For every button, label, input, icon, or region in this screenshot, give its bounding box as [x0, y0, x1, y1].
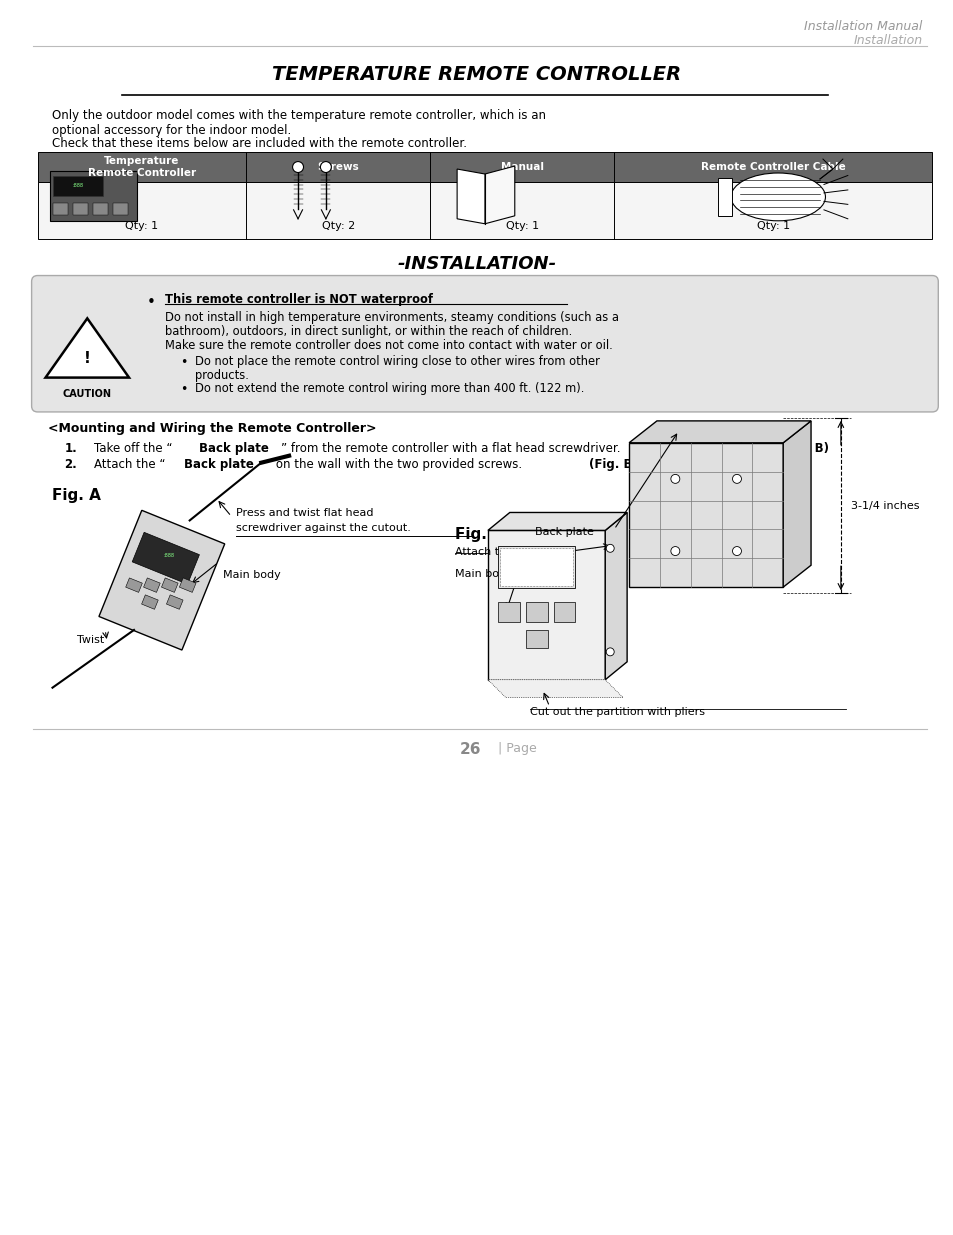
Text: •: •: [179, 356, 187, 369]
Text: Take off the “: Take off the “: [94, 442, 172, 454]
Text: 3-1/4 inches: 3-1/4 inches: [850, 500, 919, 510]
Text: Manual: Manual: [500, 162, 543, 172]
Text: CAUTION: CAUTION: [63, 389, 112, 399]
Text: bathroom), outdoors, in direct sunlight, or within the reach of children.: bathroom), outdoors, in direct sunlight,…: [165, 325, 572, 338]
Text: Back plate: Back plate: [534, 527, 593, 537]
Text: Twist: Twist: [77, 635, 105, 645]
Polygon shape: [628, 421, 810, 443]
Text: -INSTALLATION-: -INSTALLATION-: [397, 254, 556, 273]
Polygon shape: [166, 595, 183, 609]
Text: Back plate: Back plate: [184, 458, 253, 471]
Text: Press and twist flat head: Press and twist flat head: [236, 509, 374, 519]
FancyBboxPatch shape: [113, 203, 128, 215]
Text: Do not place the remote control wiring close to other wires from other: Do not place the remote control wiring c…: [194, 356, 598, 368]
Text: Screws: Screws: [317, 162, 359, 172]
FancyBboxPatch shape: [497, 603, 519, 622]
Text: screwdriver against the cutout.: screwdriver against the cutout.: [236, 524, 411, 534]
Text: Qty: 1: Qty: 1: [505, 221, 538, 231]
Polygon shape: [487, 530, 604, 679]
Circle shape: [732, 474, 740, 483]
FancyBboxPatch shape: [93, 203, 108, 215]
Polygon shape: [487, 513, 626, 530]
Text: !: !: [84, 351, 91, 366]
Text: Cut out the partition with pliers: Cut out the partition with pliers: [529, 706, 704, 716]
Text: 26: 26: [459, 742, 481, 757]
Text: Qty: 1: Qty: 1: [125, 221, 158, 231]
FancyBboxPatch shape: [525, 630, 547, 648]
Text: | Page: | Page: [497, 742, 537, 756]
Polygon shape: [144, 578, 160, 593]
Polygon shape: [179, 578, 195, 593]
Text: <Mounting and Wiring the Remote Controller>: <Mounting and Wiring the Remote Controll…: [48, 422, 375, 435]
Text: Remote Controller Cable: Remote Controller Cable: [700, 162, 844, 172]
Text: •: •: [179, 383, 187, 396]
Circle shape: [605, 545, 614, 552]
Text: Main body: Main body: [455, 569, 513, 579]
Text: Temperature
Remote Controller: Temperature Remote Controller: [88, 157, 195, 178]
Text: :888: :888: [72, 184, 84, 189]
Polygon shape: [132, 532, 199, 584]
FancyBboxPatch shape: [53, 177, 103, 196]
FancyBboxPatch shape: [525, 603, 547, 622]
Text: Main body: Main body: [223, 571, 281, 580]
Text: Do not extend the remote control wiring more than 400 ft. (122 m).: Do not extend the remote control wiring …: [194, 382, 583, 395]
Text: Attach the screws: Attach the screws: [455, 547, 555, 557]
Circle shape: [605, 648, 614, 656]
Text: products.: products.: [194, 369, 249, 382]
Text: Qty: 1: Qty: 1: [756, 221, 789, 231]
FancyBboxPatch shape: [50, 170, 137, 221]
Text: Fig. A: Fig. A: [52, 488, 101, 503]
Polygon shape: [484, 165, 515, 224]
Polygon shape: [782, 421, 810, 587]
Text: 1.: 1.: [65, 442, 77, 454]
Text: optional accessory for the indoor model.: optional accessory for the indoor model.: [52, 125, 292, 137]
Text: (Fig. A and B): (Fig. A and B): [738, 442, 828, 454]
Text: Fig. B: Fig. B: [455, 527, 503, 542]
FancyBboxPatch shape: [499, 548, 573, 587]
FancyBboxPatch shape: [73, 203, 89, 215]
Ellipse shape: [730, 173, 824, 221]
Polygon shape: [161, 578, 178, 593]
Polygon shape: [46, 319, 129, 378]
Text: Back plate: Back plate: [198, 442, 268, 454]
Text: This remote controller is NOT waterproof: This remote controller is NOT waterproof: [165, 294, 433, 306]
Text: 2.: 2.: [65, 458, 77, 471]
Text: Make sure the remote controller does not come into contact with water or oil.: Make sure the remote controller does not…: [165, 340, 612, 352]
Polygon shape: [456, 169, 484, 224]
Text: Do not install in high temperature environments, steamy conditions (such as a: Do not install in high temperature envir…: [165, 311, 618, 325]
Polygon shape: [99, 510, 225, 650]
FancyBboxPatch shape: [31, 275, 938, 412]
Text: Installation Manual: Installation Manual: [803, 20, 922, 32]
FancyBboxPatch shape: [37, 152, 931, 182]
Polygon shape: [487, 679, 622, 698]
Circle shape: [320, 162, 331, 173]
Text: Check that these items below are included with the remote controller.: Check that these items below are include…: [52, 137, 467, 151]
Text: Qty: 2: Qty: 2: [321, 221, 355, 231]
FancyBboxPatch shape: [53, 203, 69, 215]
FancyBboxPatch shape: [37, 182, 931, 238]
Text: :888: :888: [163, 553, 174, 558]
Text: Installation: Installation: [852, 33, 922, 47]
FancyBboxPatch shape: [553, 603, 575, 622]
Circle shape: [732, 547, 740, 556]
FancyBboxPatch shape: [717, 178, 731, 216]
Text: Only the outdoor model comes with the temperature remote controller, which is an: Only the outdoor model comes with the te…: [52, 109, 546, 122]
Text: •: •: [147, 295, 155, 310]
Circle shape: [670, 547, 679, 556]
Circle shape: [670, 474, 679, 483]
Text: TEMPERATURE REMOTE CONTROLLER: TEMPERATURE REMOTE CONTROLLER: [273, 65, 680, 84]
Polygon shape: [141, 595, 158, 609]
Text: ” from the remote controller with a flat head screwdriver.: ” from the remote controller with a flat…: [281, 442, 624, 454]
FancyBboxPatch shape: [497, 546, 575, 588]
Circle shape: [293, 162, 303, 173]
Polygon shape: [126, 578, 142, 593]
Polygon shape: [628, 443, 782, 587]
Text: ” on the wall with the two provided screws.: ” on the wall with the two provided scre…: [266, 458, 525, 471]
Polygon shape: [604, 513, 626, 679]
Text: (Fig. B): (Fig. B): [589, 458, 638, 471]
Text: Attach the “: Attach the “: [94, 458, 166, 471]
